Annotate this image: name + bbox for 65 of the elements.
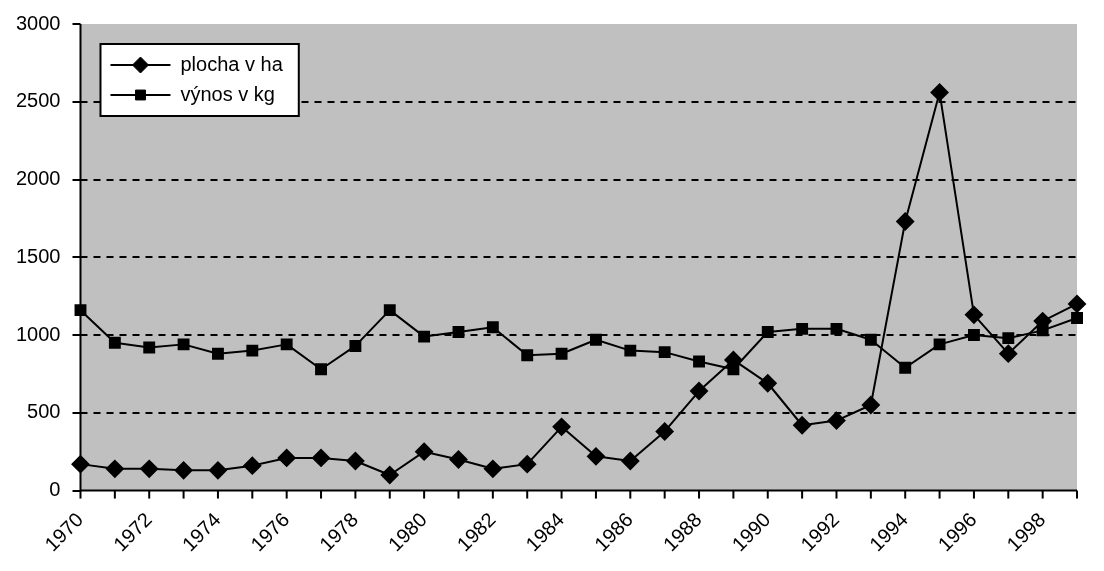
legend-label: plocha v ha <box>180 52 284 75</box>
point <box>1068 294 1087 313</box>
point <box>177 338 190 351</box>
point <box>624 344 637 357</box>
point <box>246 344 259 357</box>
point <box>212 347 224 360</box>
point <box>243 456 262 475</box>
y-tick-label: 500 <box>27 400 61 423</box>
point <box>864 333 877 346</box>
point <box>449 450 468 469</box>
point <box>208 461 227 480</box>
point <box>621 452 640 471</box>
y-tick-label: 2500 <box>15 89 61 112</box>
point <box>964 305 983 324</box>
point <box>967 329 980 341</box>
y-tick-label: 2000 <box>15 167 61 190</box>
point <box>693 355 705 368</box>
point <box>796 322 809 335</box>
point <box>933 338 946 351</box>
point <box>761 325 774 338</box>
point <box>105 459 124 478</box>
point <box>586 447 605 466</box>
point <box>1002 332 1015 345</box>
point <box>418 330 431 343</box>
point <box>315 363 327 376</box>
point <box>930 83 949 102</box>
point <box>552 417 571 436</box>
point <box>1071 311 1083 324</box>
point <box>312 448 331 467</box>
legend-label: výnos v kg <box>180 82 275 105</box>
point <box>108 336 121 349</box>
point <box>658 346 671 359</box>
point <box>861 396 880 415</box>
y-tick-label: 1500 <box>15 244 61 267</box>
point <box>758 374 777 393</box>
point <box>896 212 915 231</box>
point <box>140 459 159 478</box>
point <box>518 455 537 474</box>
point <box>383 304 396 317</box>
point <box>74 304 87 317</box>
point <box>655 422 674 441</box>
point <box>346 452 365 471</box>
y-tick-label: 0 <box>49 478 61 501</box>
point <box>174 461 193 480</box>
point <box>71 455 90 474</box>
point <box>280 338 293 351</box>
y-tick-label: 1000 <box>15 322 61 345</box>
point <box>380 466 399 485</box>
y-tick-label: 3000 <box>15 11 61 34</box>
point <box>793 416 812 435</box>
point <box>827 411 846 430</box>
point <box>690 382 709 401</box>
point <box>483 459 502 478</box>
point <box>143 341 156 354</box>
point <box>521 349 534 362</box>
point <box>452 325 465 338</box>
point <box>486 321 499 334</box>
point <box>415 442 434 461</box>
point <box>589 333 602 346</box>
point <box>555 347 568 360</box>
point <box>277 448 296 467</box>
point <box>349 339 362 352</box>
point <box>830 322 843 335</box>
point <box>899 361 912 374</box>
point <box>999 344 1018 363</box>
